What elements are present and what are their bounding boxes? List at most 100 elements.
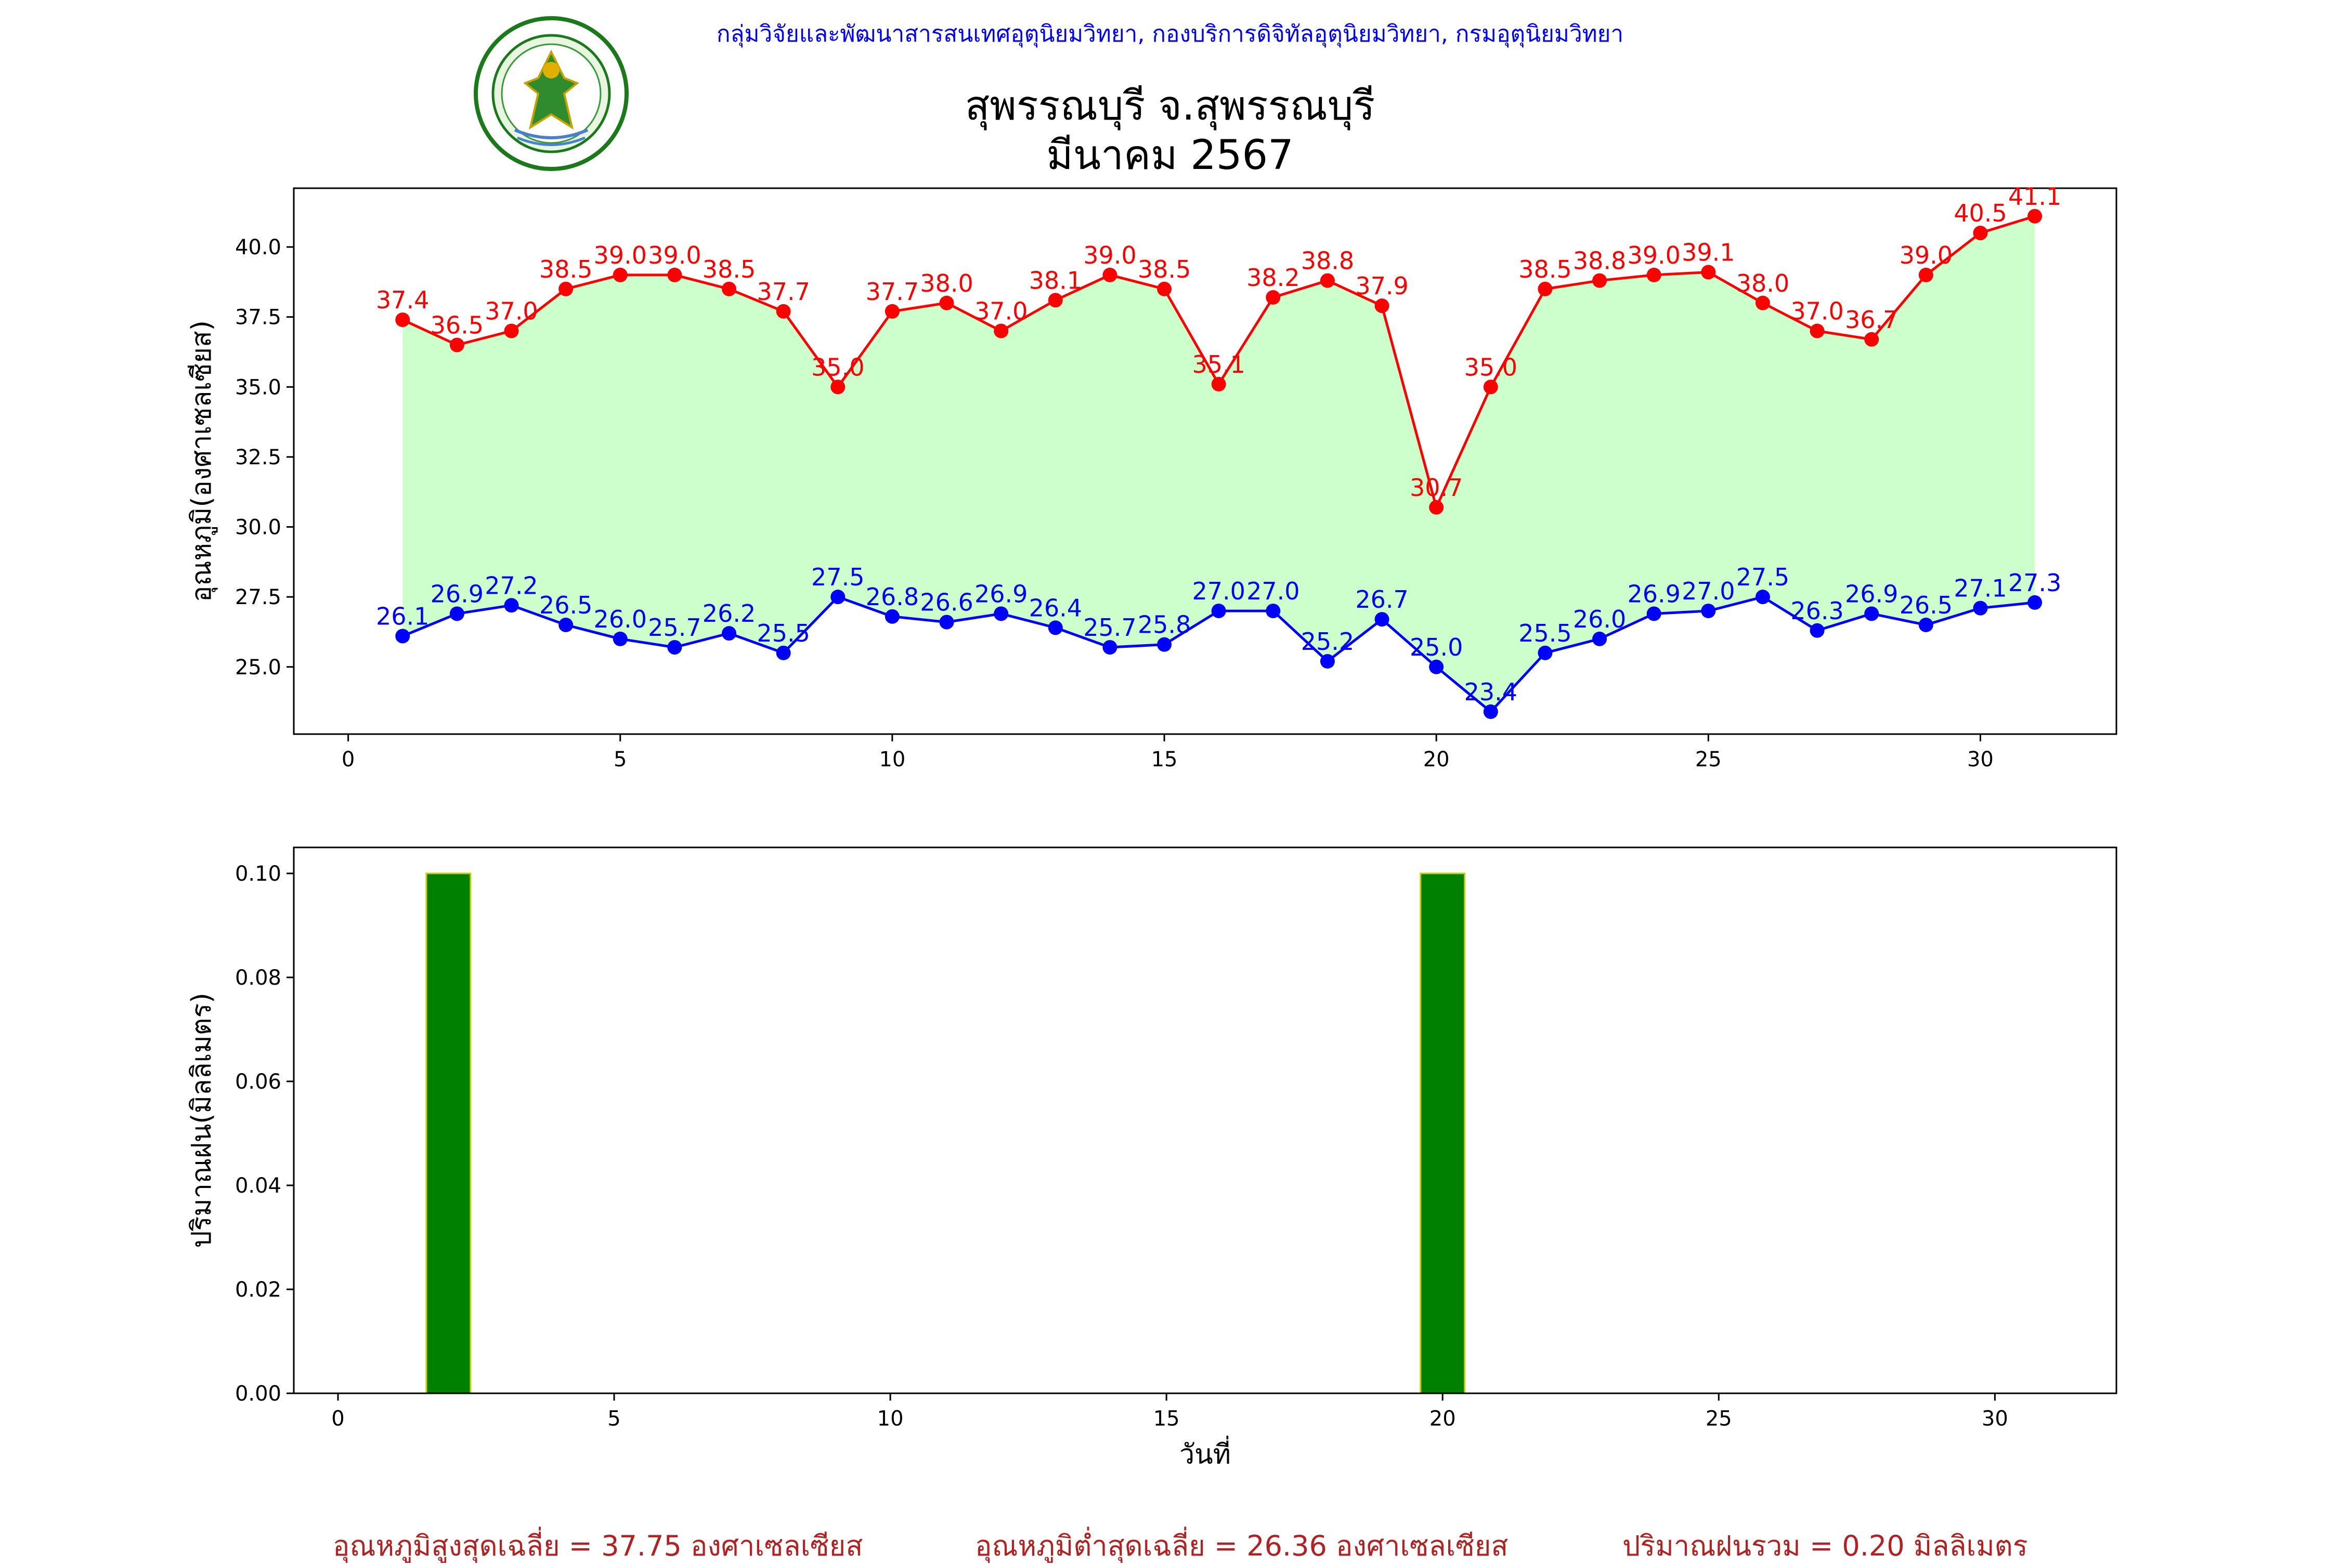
temp-y-tick-label: 40.0 [235, 236, 281, 259]
min-temp-data-label: 26.0 [594, 605, 647, 633]
temp-x-tick-label: 25 [1695, 748, 1722, 772]
min-temp-point [2027, 595, 2043, 610]
min-temp-data-label: 26.9 [1627, 580, 1680, 608]
max-temp-point [722, 281, 737, 296]
max-temp-point [1374, 298, 1389, 313]
max-temp-point [1048, 293, 1063, 308]
max-temp-point [667, 267, 682, 282]
min-temp-point [1102, 640, 1117, 655]
max-temp-data-label: 39.1 [1682, 239, 1735, 267]
min-temp-data-label: 27.5 [811, 563, 864, 591]
rain-x-tick-label: 10 [877, 1407, 904, 1431]
max-temp-data-label: 35.0 [811, 353, 864, 381]
max-temp-point [1701, 265, 1716, 280]
avg-min-temp-stat: อุณหภูมิต่ำสุดเฉลี่ย = 26.36 องศาเซลเซีย… [975, 1530, 1509, 1562]
min-temp-point [776, 645, 791, 660]
max-temp-data-label: 35.1 [1192, 350, 1245, 378]
max-temp-point [1266, 290, 1281, 305]
min-temp-point [1864, 606, 1879, 621]
max-temp-point [1320, 273, 1335, 288]
max-temp-data-label: 38.0 [920, 269, 973, 297]
min-temp-point [885, 609, 900, 624]
min-temp-point [1646, 606, 1661, 621]
temp-y-tick-label: 30.0 [235, 516, 281, 540]
temp-y-tick-label: 32.5 [235, 446, 281, 469]
min-temp-data-label: 26.8 [866, 583, 919, 611]
min-temp-data-label: 26.7 [1355, 585, 1408, 613]
min-temp-point [1483, 704, 1498, 719]
min-temp-point [830, 590, 846, 605]
max-temp-point [1810, 323, 1825, 338]
max-temp-data-label: 39.0 [594, 241, 647, 269]
meteorological-department-logo [474, 16, 629, 171]
max-temp-data-label: 39.0 [1083, 241, 1136, 269]
max-temp-point [885, 304, 900, 319]
rain-x-tick-label: 0 [331, 1407, 344, 1431]
max-temp-data-label: 37.7 [866, 278, 919, 306]
min-temp-point [939, 615, 954, 630]
min-temp-point [1211, 604, 1226, 619]
min-temp-point [994, 606, 1009, 621]
temp-x-tick-label: 5 [614, 748, 627, 772]
summary-stats: อุณหภูมิสูงสุดเฉลี่ย = 37.75 องศาเซลเซีย… [0, 1523, 2340, 1562]
temp-x-tick-label: 30 [1967, 748, 1994, 772]
rain-bar [425, 872, 472, 1394]
min-temp-point [558, 618, 574, 632]
max-temp-data-label: 37.7 [757, 278, 810, 306]
max-temp-point [1592, 273, 1607, 288]
max-temp-data-label: 39.0 [1627, 241, 1680, 269]
max-temp-data-label: 38.8 [1301, 247, 1354, 275]
min-temp-data-label: 26.9 [431, 580, 484, 608]
min-temp-point [722, 626, 737, 641]
min-temp-point [1048, 620, 1063, 635]
max-temp-data-label: 36.5 [431, 311, 484, 339]
min-temp-data-label: 26.9 [1845, 580, 1898, 608]
max-temp-point [1646, 267, 1661, 282]
max-temp-data-label: 38.8 [1573, 247, 1626, 275]
min-temp-point [1320, 654, 1335, 669]
min-temp-point [1538, 645, 1553, 660]
rain-x-tick-label: 25 [1706, 1407, 1732, 1431]
rain-x-tick-label: 20 [1429, 1407, 1456, 1431]
min-temp-point [1973, 600, 1988, 616]
max-temp-data-label: 30.7 [1410, 474, 1463, 502]
max-temp-point [994, 323, 1009, 338]
header-org-text: กลุ่มวิจัยและพัฒนาสารสนเทศอุตุนิยมวิทยา,… [716, 21, 1624, 47]
temp-x-tick-label: 20 [1423, 748, 1450, 772]
min-temp-data-label: 27.0 [1246, 577, 1299, 605]
max-temp-data-label: 37.0 [485, 297, 538, 325]
min-temp-data-label: 25.5 [1518, 619, 1571, 647]
min-temp-data-label: 25.2 [1301, 628, 1354, 656]
min-temp-data-label: 27.0 [1192, 577, 1245, 605]
max-temp-point [1755, 295, 1770, 310]
rainfall-chart: 0.00 0.02 0.04 0.06 0.08 0.10 0 5 10 15 20 25 30 ปริม… [186, 846, 2117, 1470]
chart-title-station: สุพรรณบุรี จ.สุพรรณบุรี [965, 83, 1375, 129]
min-temp-point [1918, 618, 1933, 632]
max-temp-data-label: 38.5 [703, 255, 756, 283]
max-temp-data-label: 38.5 [539, 255, 592, 283]
max-temp-data-label: 38.1 [1029, 266, 1082, 294]
max-temp-data-label: 37.0 [1790, 297, 1843, 325]
max-temp-point [776, 304, 791, 319]
max-temp-point [939, 295, 954, 310]
max-temp-point [504, 323, 519, 338]
min-temp-point [1592, 631, 1607, 646]
max-temp-data-label: 36.7 [1845, 306, 1898, 334]
max-temp-point [558, 281, 574, 296]
max-temp-data-label: 38.0 [1736, 269, 1789, 297]
rain-x-axis-label: วันที่ [1179, 1435, 1231, 1470]
temp-y-tick-label: 25.0 [235, 656, 281, 680]
min-temp-data-label: 27.0 [1682, 577, 1735, 605]
max-temp-point [395, 312, 410, 328]
max-temp-point [1864, 332, 1879, 347]
max-temp-data-label: 41.1 [2008, 182, 2061, 211]
min-temp-point [504, 598, 519, 613]
min-temp-point [1374, 612, 1389, 627]
min-temp-point [1157, 637, 1172, 652]
rain-y-tick-label: 0.10 [235, 862, 281, 886]
min-temp-data-label: 26.2 [703, 599, 756, 628]
max-temp-data-label: 40.5 [1954, 199, 2007, 227]
min-temp-data-label: 27.5 [1736, 563, 1789, 591]
max-temp-point [1429, 500, 1444, 515]
min-temp-data-label: 26.5 [539, 591, 592, 619]
